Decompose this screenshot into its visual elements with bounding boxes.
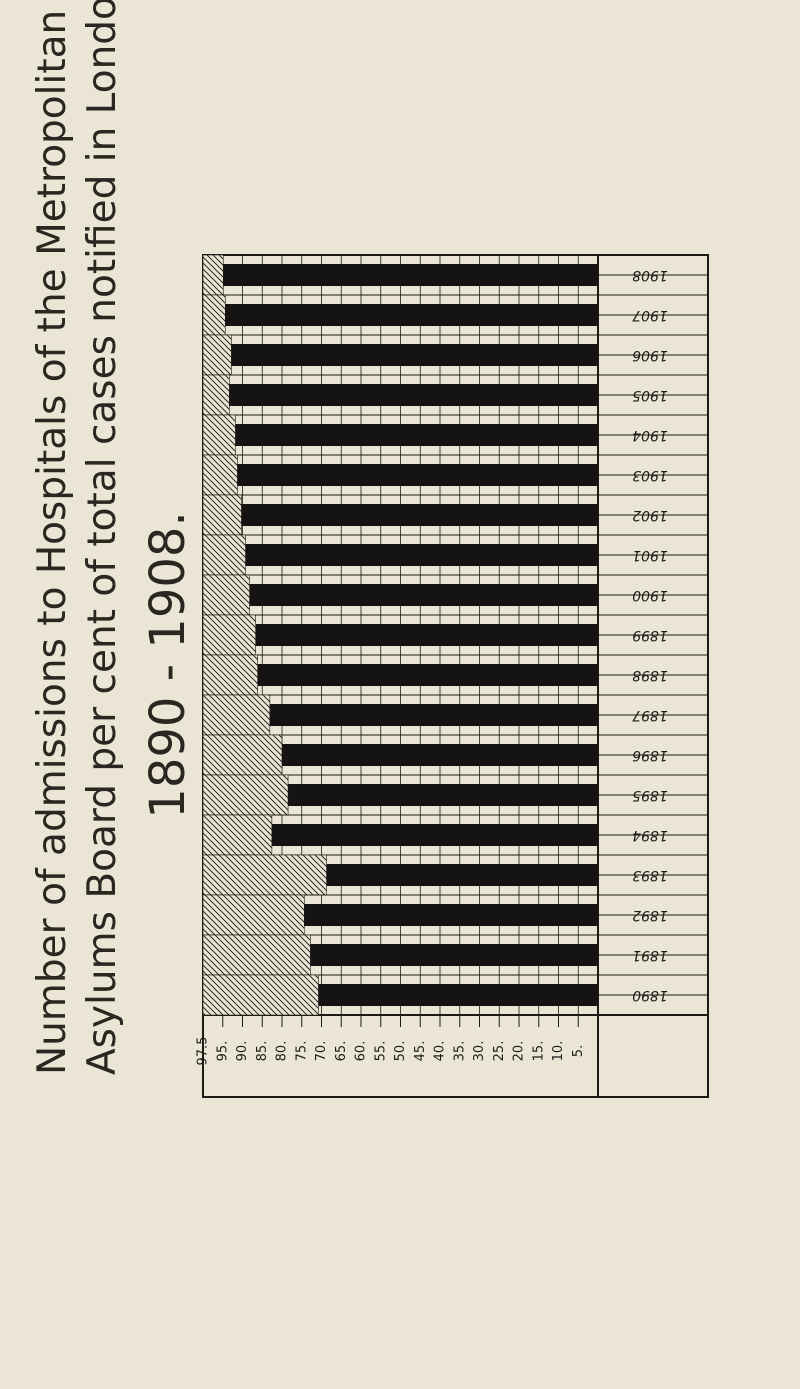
- year-label: 1905: [632, 387, 668, 403]
- year-label: 1893: [632, 867, 668, 883]
- x-tick-label: 95.: [215, 1041, 230, 1062]
- admissions-bar: [225, 304, 599, 326]
- x-tick-label: 5.: [571, 1045, 586, 1057]
- year-label: 1899: [632, 627, 668, 643]
- admissions-bar: [249, 584, 599, 606]
- x-tick-label: 30.: [472, 1041, 487, 1062]
- admissions-bar: [318, 984, 598, 1006]
- admissions-bar: [310, 944, 598, 966]
- year-label: 1904: [632, 427, 668, 443]
- year-label: 1907: [632, 307, 668, 323]
- hatched-remainder: [202, 574, 250, 616]
- x-tick-label: 40.: [433, 1041, 448, 1062]
- admissions-bar: [235, 424, 598, 446]
- admissions-bar: [255, 624, 598, 646]
- hatched-remainder: [202, 694, 271, 736]
- x-tick-label: 10.: [551, 1041, 566, 1062]
- x-tick-label: 45.: [413, 1041, 428, 1062]
- year-label: 1896: [632, 747, 668, 763]
- x-tick-label: 80.: [275, 1041, 290, 1062]
- year-label: 1906: [632, 347, 668, 363]
- hatched-remainder: [202, 974, 319, 1016]
- admissions-bar: [288, 784, 598, 806]
- year-label: 1901: [632, 547, 668, 563]
- x-tick-label: 90.: [235, 1041, 250, 1062]
- hatched-remainder: [202, 894, 305, 936]
- year-label: 1892: [632, 907, 668, 923]
- admissions-bar: [245, 544, 599, 566]
- year-label: 1890: [632, 987, 668, 1003]
- year-label: 1897: [632, 707, 668, 723]
- admissions-bar: [241, 504, 598, 526]
- year-label: 1898: [632, 667, 668, 683]
- x-tick-label: 75.: [294, 1041, 309, 1062]
- x-tick-label: 85.: [255, 1041, 270, 1062]
- x-tick-label: 35.: [452, 1041, 467, 1062]
- x-tick-label: 60.: [354, 1041, 369, 1062]
- hatched-remainder: [202, 454, 238, 496]
- x-tick-label: 97.5: [196, 1037, 211, 1066]
- year-label: 1900: [632, 587, 668, 603]
- year-label: 1903: [632, 467, 668, 483]
- x-tick-label: 70.: [314, 1041, 329, 1062]
- admissions-bar: [229, 384, 599, 406]
- hatched-remainder: [202, 334, 232, 376]
- x-tick-label: 20.: [512, 1041, 527, 1062]
- admissions-bar: [257, 664, 598, 686]
- x-tick-label: 55.: [373, 1041, 388, 1062]
- admissions-bar: [271, 824, 598, 846]
- admissions-bar: [269, 704, 598, 726]
- hatched-remainder: [202, 414, 236, 456]
- hatched-remainder: [202, 654, 258, 696]
- hatched-remainder: [202, 774, 289, 816]
- admissions-bar: [282, 744, 598, 766]
- year-label: 1895: [632, 787, 668, 803]
- year-label: 1891: [632, 947, 668, 963]
- hatched-remainder: [202, 614, 256, 656]
- x-tick-label: 25.: [492, 1041, 507, 1062]
- admissions-bar: [231, 344, 598, 366]
- year-label: 1902: [632, 507, 668, 523]
- x-tick-label: 65.: [334, 1041, 349, 1062]
- hatched-remainder: [202, 534, 246, 576]
- admissions-bar: [326, 864, 598, 886]
- admissions-bar: [304, 904, 598, 926]
- hatched-remainder: [202, 814, 273, 856]
- hatched-remainder: [202, 374, 230, 416]
- hatched-remainder: [202, 934, 311, 976]
- admissions-bar: [237, 464, 598, 486]
- hatched-remainder: [202, 854, 327, 896]
- x-tick-label: 50.: [393, 1041, 408, 1062]
- admissions-bar: [223, 264, 598, 286]
- year-label: 1908: [632, 267, 668, 283]
- hatched-remainder: [202, 254, 224, 296]
- hatched-remainder: [202, 294, 226, 336]
- year-label: 1894: [632, 827, 668, 843]
- x-tick-label: 15.: [531, 1041, 546, 1062]
- hatched-remainder: [202, 734, 283, 776]
- hatched-remainder: [202, 494, 242, 536]
